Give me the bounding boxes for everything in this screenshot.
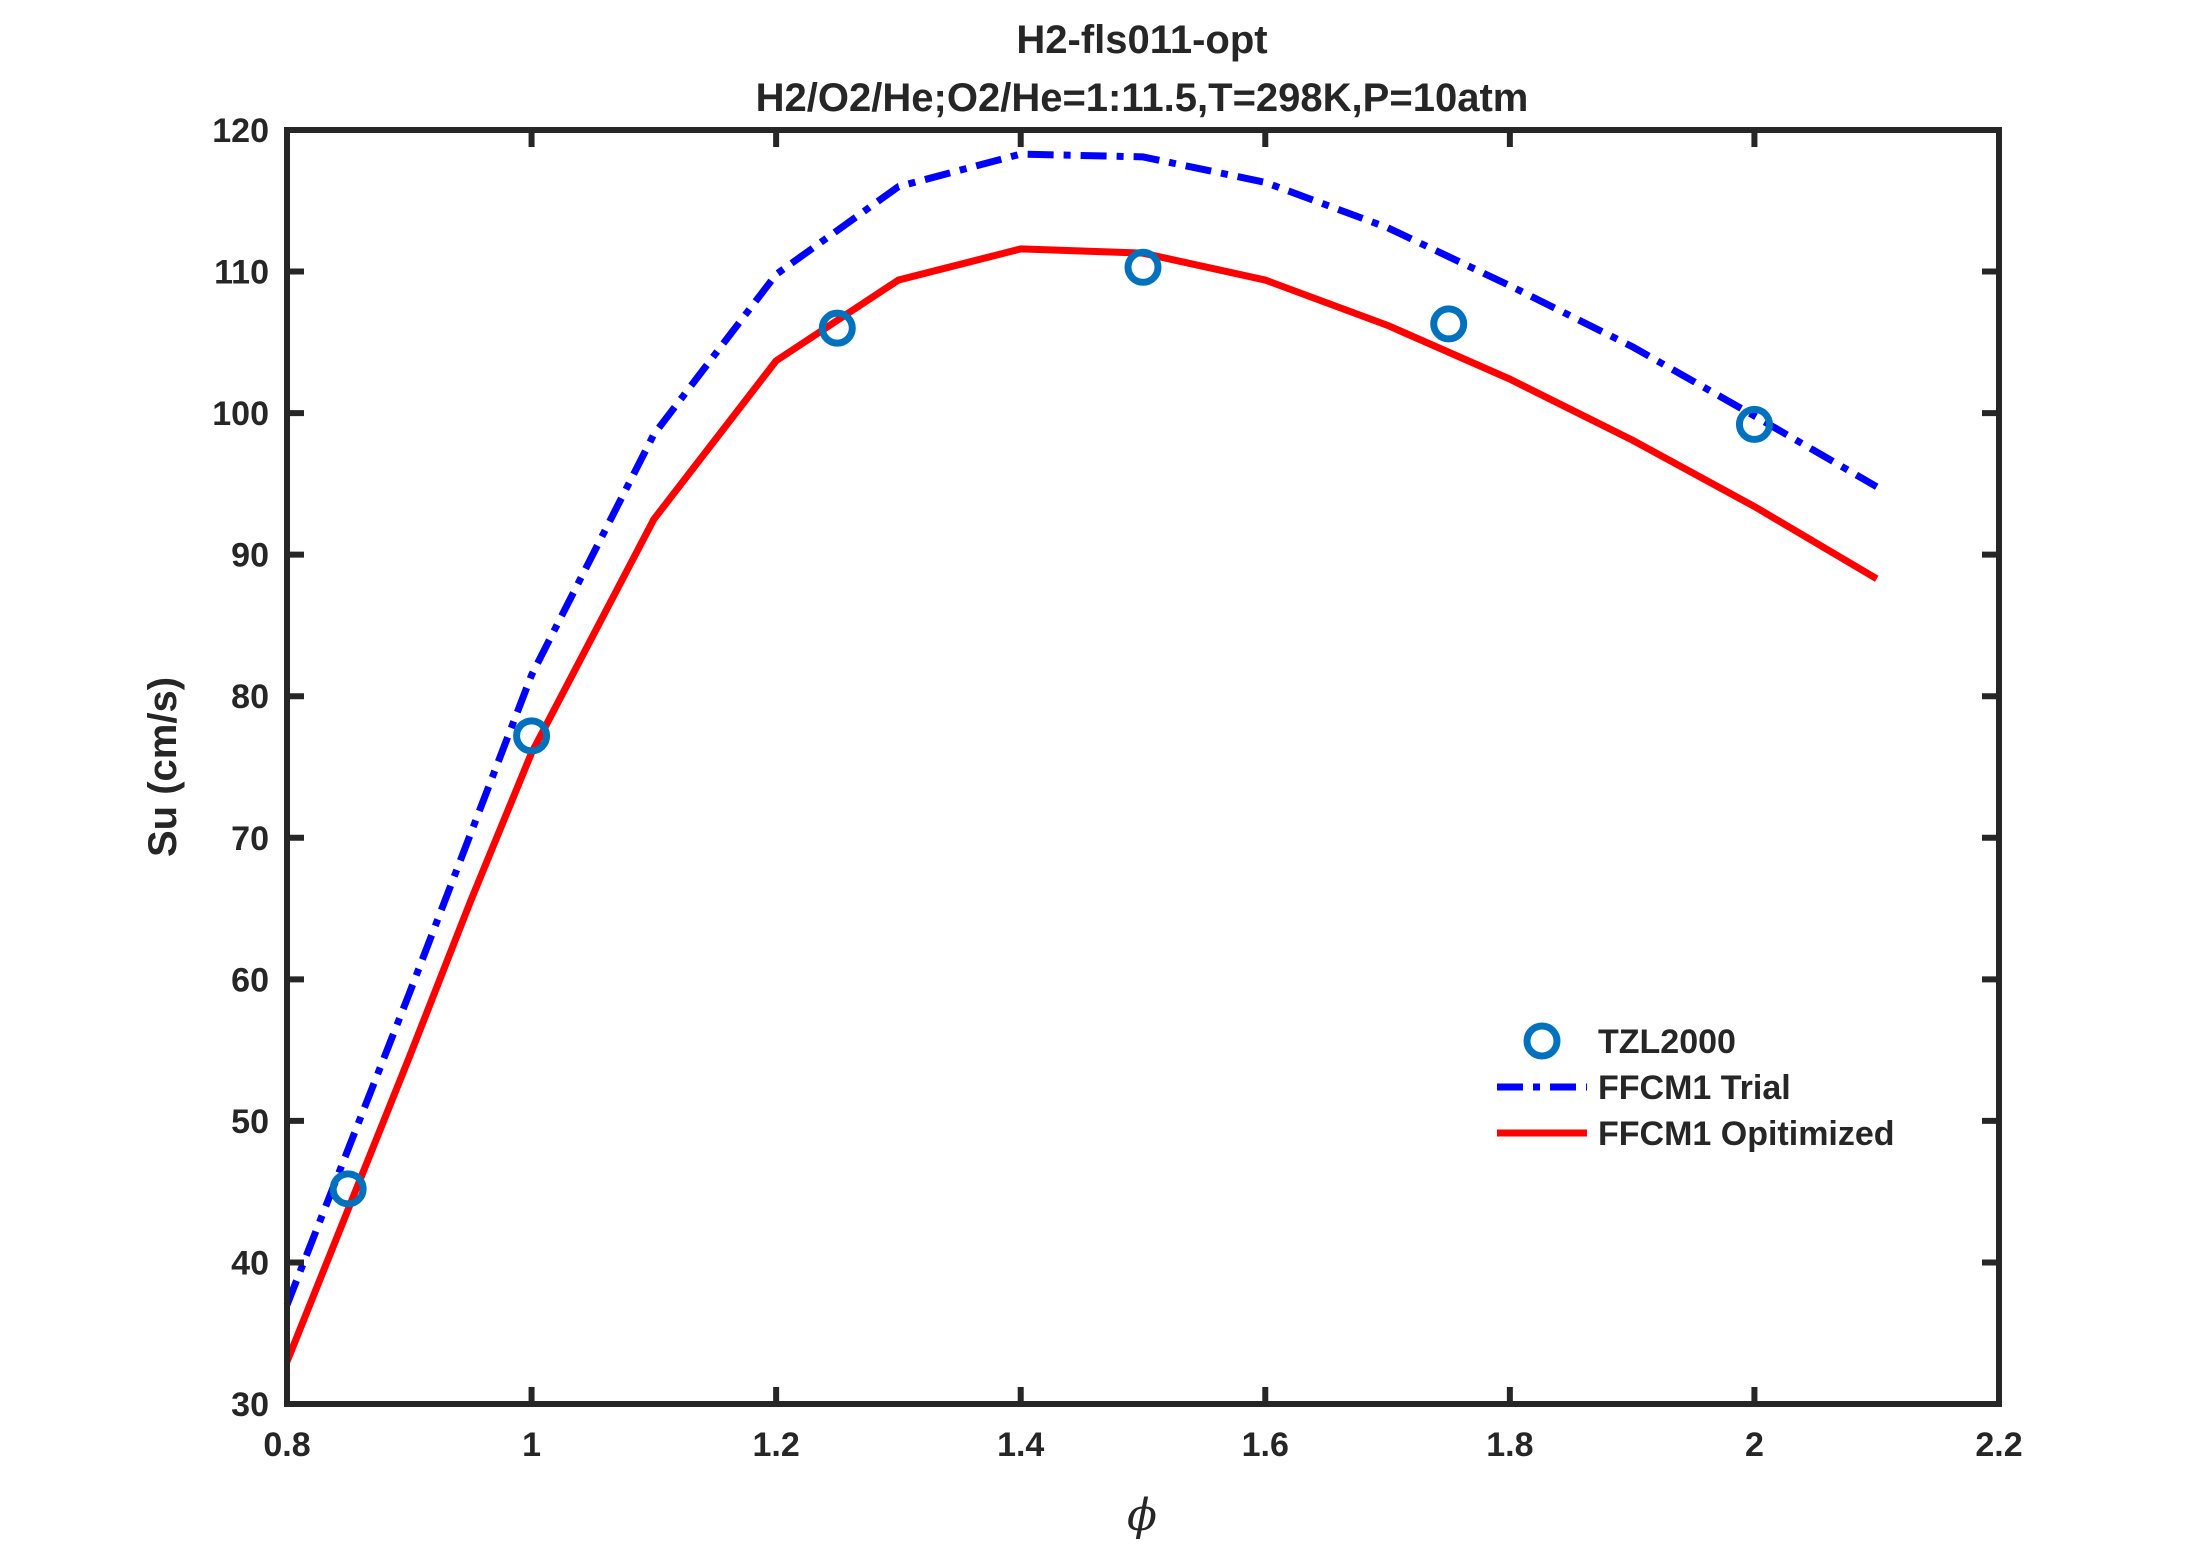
x-tick-label: 1 <box>522 1426 541 1464</box>
series-line-ffcm1-opitimized <box>283 245 1879 1363</box>
y-tick-label: 70 <box>231 820 269 858</box>
y-axis-label: Su (cm/s) <box>141 677 185 857</box>
legend-marker-tzl2000 <box>1523 1022 1561 1060</box>
legend-label-ffcm1-trial: FFCM1 Trial <box>1598 1069 1791 1107</box>
y-tick-label: 100 <box>212 395 269 433</box>
axis-ticks <box>284 127 2002 1407</box>
y-tick-label: 30 <box>231 1386 269 1424</box>
y-tick-label: 50 <box>231 1103 269 1141</box>
x-tick-label: 1.2 <box>753 1426 800 1464</box>
data-point-tzl2000 <box>818 309 856 347</box>
axes-box <box>284 127 2002 1407</box>
chart-title: H2-fls011-opt <box>1016 18 1267 62</box>
x-axis-label: ϕ <box>1127 1490 1157 1541</box>
x-tick-label: 1.8 <box>1486 1426 1533 1464</box>
data-point-tzl2000 <box>1735 405 1773 443</box>
y-tick-label: 90 <box>231 537 269 575</box>
y-tick-label: 80 <box>231 678 269 716</box>
data-point-tzl2000 <box>329 1170 367 1208</box>
y-tick-label: 120 <box>212 112 269 150</box>
plot-area <box>283 150 1879 1363</box>
data-point-tzl2000 <box>513 717 551 755</box>
chart-subtitle: H2/O2/He;O2/He=1:11.5,T=298K,P=10atm <box>756 76 1529 120</box>
legend-label-tzl2000: TZL2000 <box>1598 1023 1736 1061</box>
x-tick-labels: 0.8 1 1.2 1.4 1.6 1.8 2 2.2 <box>263 1426 2022 1464</box>
legend-label-ffcm1-optimized: FFCM1 Opitimized <box>1598 1115 1895 1153</box>
data-point-tzl2000 <box>1124 248 1162 286</box>
y-tick-label: 60 <box>231 961 269 999</box>
x-tick-label: 0.8 <box>263 1426 310 1464</box>
x-tick-label: 1.6 <box>1242 1426 1289 1464</box>
data-point-tzl2000 <box>1430 305 1468 343</box>
y-tick-labels: 30 40 50 60 70 80 90 100 110 120 <box>212 112 269 1424</box>
series-line-ffcm1-trial <box>283 150 1879 1307</box>
y-tick-label: 40 <box>231 1244 269 1282</box>
x-tick-label: 1.4 <box>997 1426 1044 1464</box>
x-tick-label: 2 <box>1745 1426 1764 1464</box>
legend: TZL2000 FFCM1 Trial FFCM1 Opitimized <box>1497 1022 1895 1153</box>
x-tick-label: 2.2 <box>1975 1426 2022 1464</box>
y-tick-label: 110 <box>214 254 269 292</box>
